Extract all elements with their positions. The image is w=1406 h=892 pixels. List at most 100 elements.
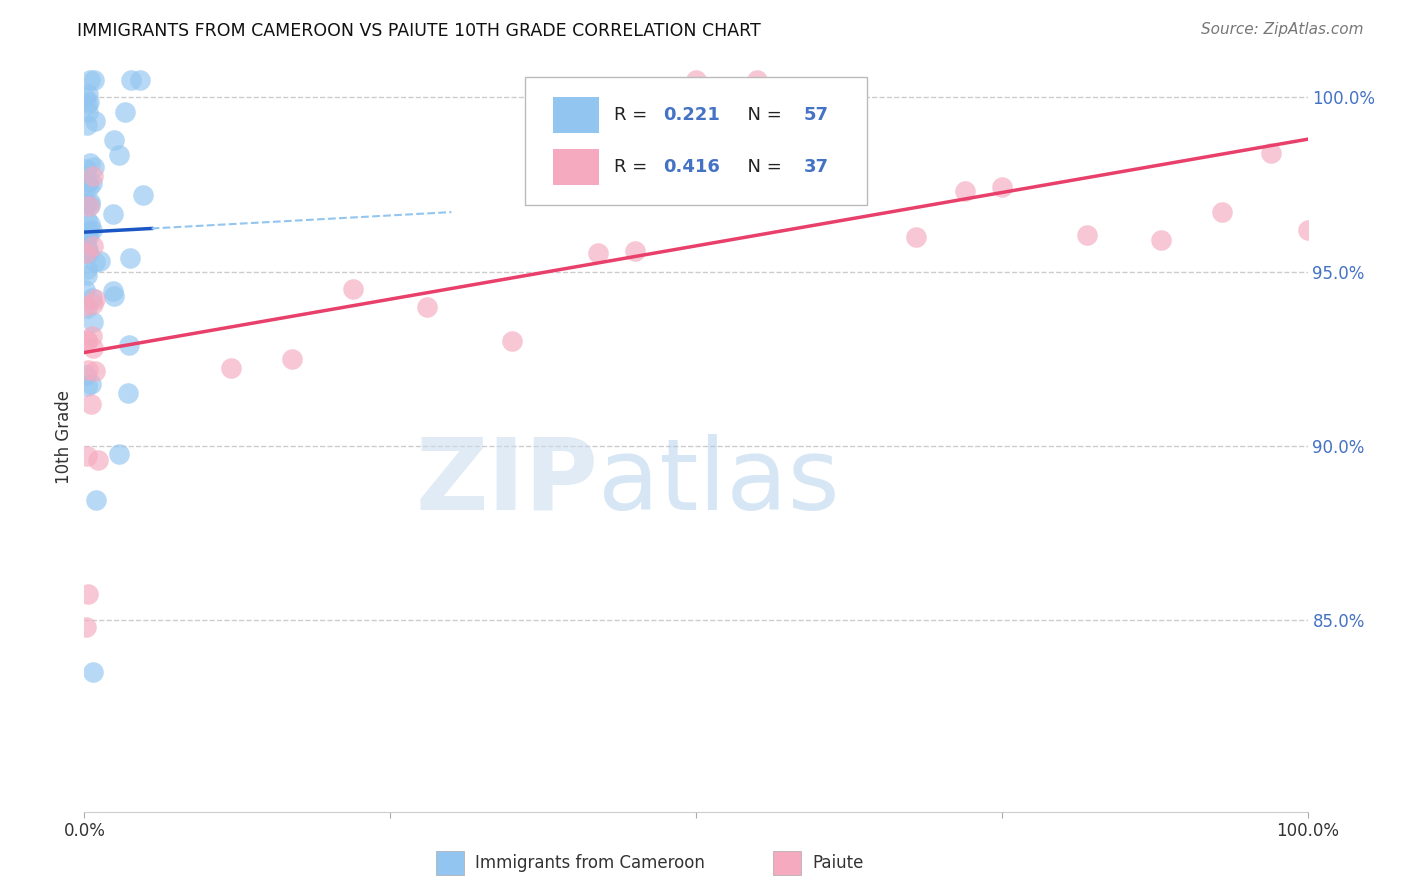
Point <box>76 105 98 120</box>
Point <box>76 301 98 315</box>
Point <box>75 195 97 210</box>
Point <box>1296 222 1319 236</box>
Point <box>80 176 103 190</box>
Point <box>132 188 155 202</box>
Point <box>75 299 97 313</box>
Bar <box>436 851 464 875</box>
Point <box>80 397 103 411</box>
Point <box>79 217 101 231</box>
Point <box>79 377 101 392</box>
Text: Paiute: Paiute <box>813 854 863 872</box>
Point <box>76 334 98 349</box>
Point <box>76 212 98 227</box>
Point <box>685 73 707 87</box>
Point <box>77 224 100 238</box>
Point <box>76 176 98 190</box>
Text: 57: 57 <box>804 106 828 124</box>
Text: ZIP: ZIP <box>415 434 598 531</box>
Text: atlas: atlas <box>598 434 839 531</box>
FancyBboxPatch shape <box>524 78 868 205</box>
Point <box>953 184 976 198</box>
Point <box>77 199 100 213</box>
Point <box>905 230 928 244</box>
Point <box>82 341 104 355</box>
Point <box>75 620 97 634</box>
Point <box>1076 227 1098 242</box>
Point <box>77 95 100 109</box>
Point <box>103 289 125 303</box>
Point <box>991 180 1014 194</box>
Point <box>75 227 97 241</box>
Point <box>76 261 98 276</box>
Point <box>108 446 131 460</box>
Point <box>77 87 100 102</box>
Point <box>77 229 100 244</box>
Point <box>502 334 524 348</box>
Point <box>75 235 97 250</box>
Point <box>82 169 104 183</box>
Point <box>75 244 97 258</box>
Point <box>82 239 104 253</box>
Point <box>77 180 100 194</box>
FancyBboxPatch shape <box>553 97 599 133</box>
Text: 0.416: 0.416 <box>664 159 720 177</box>
Point <box>76 241 98 255</box>
Point <box>1260 145 1282 160</box>
Point <box>82 315 104 329</box>
Point <box>83 161 105 175</box>
Point <box>281 351 304 366</box>
Point <box>76 333 98 347</box>
Point <box>79 73 101 87</box>
Point <box>120 73 142 87</box>
Point <box>342 282 364 296</box>
Point <box>75 368 97 382</box>
Point <box>747 73 769 87</box>
Point <box>76 449 98 463</box>
Point <box>84 114 107 128</box>
Point <box>79 198 101 212</box>
Point <box>79 156 101 170</box>
Point <box>118 338 141 352</box>
Point <box>77 175 100 189</box>
Point <box>75 161 97 176</box>
Text: IMMIGRANTS FROM CAMEROON VS PAIUTE 10TH GRADE CORRELATION CHART: IMMIGRANTS FROM CAMEROON VS PAIUTE 10TH … <box>77 22 761 40</box>
Point <box>831 89 853 103</box>
Text: R =: R = <box>614 106 652 124</box>
Point <box>83 73 105 87</box>
Point <box>103 207 125 221</box>
Point <box>416 301 439 315</box>
Point <box>129 73 152 87</box>
Point <box>83 364 105 378</box>
Text: Immigrants from Cameroon: Immigrants from Cameroon <box>475 854 704 872</box>
Text: R =: R = <box>614 159 652 177</box>
FancyBboxPatch shape <box>553 149 599 186</box>
Point <box>117 385 139 400</box>
Point <box>82 297 104 311</box>
Point <box>79 194 101 209</box>
Point <box>77 587 100 601</box>
Point <box>75 283 97 297</box>
Point <box>84 492 107 507</box>
Point <box>76 378 98 392</box>
Y-axis label: 10th Grade: 10th Grade <box>55 390 73 484</box>
Point <box>624 244 647 258</box>
Point <box>77 245 100 260</box>
Point <box>80 291 103 305</box>
Point <box>118 252 141 266</box>
Point <box>80 223 103 237</box>
Point <box>75 245 97 260</box>
Point <box>89 253 111 268</box>
Text: N =: N = <box>737 106 787 124</box>
Text: 37: 37 <box>804 159 828 177</box>
Point <box>86 453 108 467</box>
Point <box>76 363 98 377</box>
Point <box>77 243 100 257</box>
Text: N =: N = <box>737 159 787 177</box>
Point <box>103 133 125 147</box>
Point <box>586 246 609 260</box>
Point <box>75 89 97 103</box>
Point <box>114 104 136 119</box>
Point <box>783 122 806 136</box>
Point <box>76 268 98 282</box>
Point <box>84 292 107 306</box>
